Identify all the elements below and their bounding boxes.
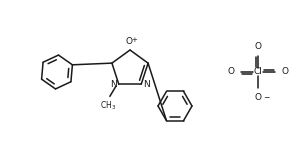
- Text: Cl: Cl: [254, 68, 262, 76]
- Text: −: −: [263, 93, 269, 102]
- Text: O: O: [126, 37, 133, 46]
- Text: O: O: [228, 68, 235, 76]
- Text: N: N: [110, 80, 117, 89]
- Text: O: O: [255, 93, 262, 102]
- Text: CH$_3$: CH$_3$: [100, 99, 116, 112]
- Text: O: O: [255, 42, 262, 51]
- Text: O: O: [281, 68, 288, 76]
- Text: +: +: [131, 37, 137, 43]
- Text: N: N: [143, 80, 150, 89]
